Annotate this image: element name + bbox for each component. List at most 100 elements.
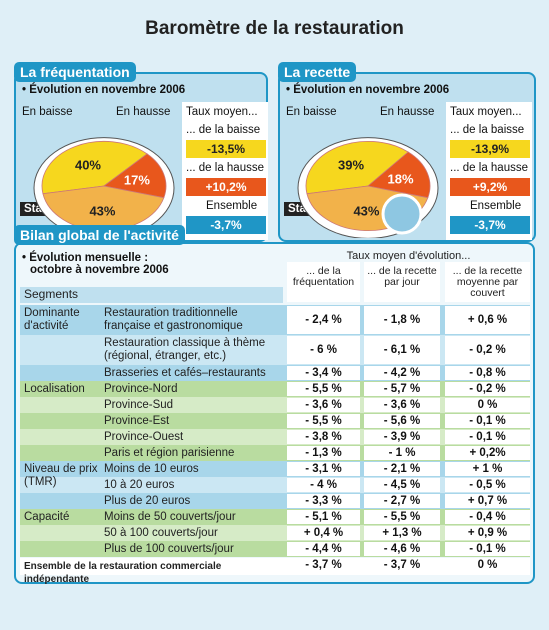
pie-value-label: 43% [89, 204, 115, 219]
rate-value: -3,7% [450, 216, 530, 234]
cell-value: - 5,5 % [364, 510, 440, 524]
panel-subtitle: • Évolution en novembre 2006 [22, 84, 186, 96]
rate-value: -13,5% [186, 140, 266, 158]
cell-value: - 3,9 % [364, 430, 440, 444]
cell-value: - 1,3 % [287, 446, 360, 460]
group-label: Capacité [24, 511, 70, 523]
bilan-title: Bilan global de l'activité [14, 225, 185, 245]
pie-chart: 40% 17% 43% [33, 137, 175, 238]
pie-category-label: En baisse [22, 106, 73, 118]
row-label: 10 à 20 euros [104, 479, 175, 491]
panel: • Évolution en novembre 2006 En baisse En … [14, 72, 268, 242]
cell-value: - 2,7 % [364, 494, 440, 508]
coin-icon [381, 193, 423, 235]
row-label: 50 à 100 couverts/jour [104, 527, 218, 539]
cell-value: + 0,6 % [445, 306, 530, 334]
cell-value: - 0,5 % [445, 478, 530, 492]
cell-value: - 2,4 % [287, 306, 360, 334]
rate-label: ... de la baisse [450, 124, 525, 136]
cell-value: - 0,2 % [445, 336, 530, 364]
rate-value: +10,2% [186, 178, 266, 196]
cell-value: - 5,6 % [364, 414, 440, 428]
rates-heading: Taux moyen... [450, 106, 522, 118]
cell-value: - 3,4 % [287, 366, 360, 380]
rates-heading: Taux moyen... [186, 106, 258, 118]
cell-value: - 5,5 % [287, 414, 360, 428]
row-label: Moins de 50 couverts/jour [104, 511, 236, 523]
cell-value: - 5,7 % [364, 382, 440, 396]
cell-value: - 2,1 % [364, 462, 440, 476]
column-header: ... de la recette moyenne par couvert [445, 262, 530, 302]
rate-label: ... de la hausse [450, 162, 528, 174]
bilan-subtitle: octobre à novembre 2006 [30, 264, 169, 276]
pie-category-label: En hausse [116, 106, 171, 118]
cell-value: - 0,2 % [445, 382, 530, 396]
row-label: Moins de 10 euros [104, 463, 199, 475]
row-label: Plus de 100 couverts/jour [104, 543, 234, 555]
pie-value-label: 40% [75, 157, 101, 172]
pie-slice [367, 151, 431, 199]
row-label: Province-Nord [104, 383, 178, 395]
panel-title: La fréquentation [14, 62, 136, 82]
cell-value: - 0,4 % [445, 510, 530, 524]
rate-label: ... de la baisse [186, 124, 261, 136]
column-header: Segments [20, 287, 283, 303]
cell-value: - 4,6 % [364, 542, 440, 556]
cell-value: - 0,1 % [445, 414, 530, 428]
panel-subtitle: • Évolution en novembre 2006 [286, 84, 450, 96]
group-label: Dominante d'activité [24, 307, 80, 332]
cell-value: - 4,4 % [287, 542, 360, 556]
row-label: Brasseries et cafés–restaurants [104, 367, 266, 379]
cell-value: + 0,2% [445, 446, 530, 460]
cell-value: - 4,5 % [364, 478, 440, 492]
cell-value: - 6,1 % [364, 336, 440, 364]
cell-value: - 1 % [364, 446, 440, 460]
group-label: Niveau de prix (TMR) [24, 463, 98, 488]
cell-value: 0 % [445, 398, 530, 412]
pie-value-label: 43% [353, 204, 379, 219]
cell-value: + 0,9 % [445, 526, 530, 540]
group-label: Localisation [24, 383, 85, 395]
cell-value: + 1 % [445, 462, 530, 476]
row-label: Province-Est [104, 415, 170, 427]
cell-value: - 3,6 % [287, 398, 360, 412]
row-label: Paris et région parisienne [104, 447, 235, 459]
coin [381, 193, 423, 235]
column-header: ... de la recette par jour [364, 262, 440, 302]
cell-value: + 0,7 % [445, 494, 530, 508]
pie-value-label: 18% [388, 172, 414, 187]
pie-slice [305, 140, 409, 195]
rate-value: -3,7% [186, 216, 266, 234]
pie-chart: 39% 18% 43% [297, 137, 439, 238]
cell-value: - 1,8 % [364, 306, 440, 334]
total-value: - 3,7 % [364, 559, 440, 574]
cell-value: - 3,6 % [364, 398, 440, 412]
cell-value: - 6 % [287, 336, 360, 364]
cell-value: - 4,2 % [364, 366, 440, 380]
row-label: Restauration classique à thème (régional… [104, 337, 266, 362]
rate-value: -13,9% [450, 140, 530, 158]
cell-value: - 5,5 % [287, 382, 360, 396]
cell-value: + 1,3 % [364, 526, 440, 540]
row-label: Province-Sud [104, 399, 174, 411]
page-title: Baromètre de la restauration [145, 18, 404, 39]
panel-title: La recette [278, 62, 357, 82]
cell-value: - 0,8 % [445, 366, 530, 380]
bilan-subtitle: • Évolution mensuelle : [22, 252, 149, 264]
row-label: Province-Ouest [104, 431, 184, 443]
rate-value: +9,2% [450, 178, 530, 196]
cell-value: - 0,1 % [445, 542, 530, 556]
cell-value: - 3,3 % [287, 494, 360, 508]
total-label: Ensemble de la restauration commerciale … [24, 561, 222, 585]
pie-slice [41, 140, 148, 195]
cell-value: + 0,4 % [287, 526, 360, 540]
panel: • Évolution en novembre 2006 En baisse En … [278, 72, 536, 242]
rate-label: Ensemble [470, 200, 522, 212]
total-value: 0 % [445, 559, 530, 574]
rate-label: Ensemble [206, 200, 258, 212]
cell-value: - 4 % [287, 478, 360, 492]
pie-category-label: En baisse [286, 106, 337, 118]
table-super-header: Taux moyen d'évolution... [346, 250, 471, 262]
cell-value: - 3,8 % [287, 430, 360, 444]
